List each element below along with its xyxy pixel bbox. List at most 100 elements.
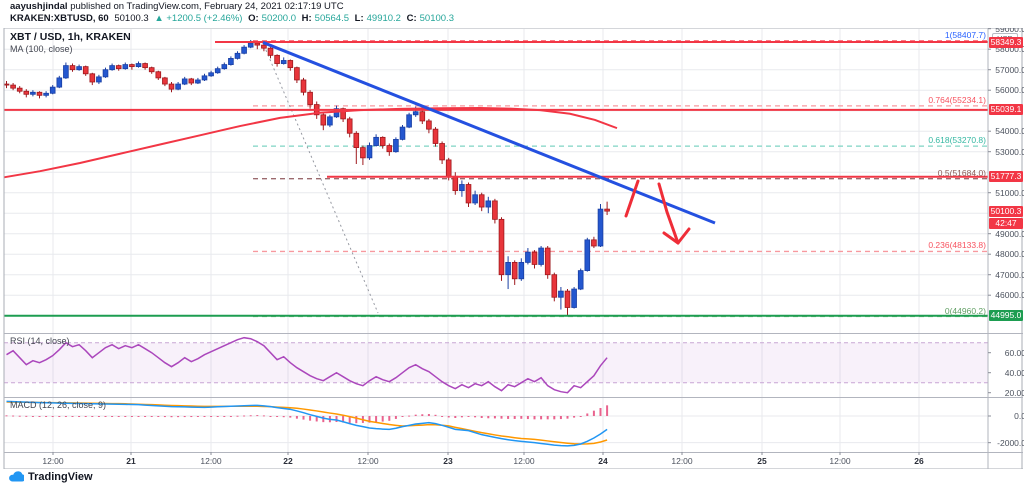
candle-body [366, 145, 373, 159]
candle-body [340, 108, 346, 120]
macd-histogram-bar [229, 415, 232, 417]
tradingview-brand-text: TradingView [28, 470, 93, 483]
high-label: H: [301, 13, 312, 24]
macd-histogram-bar [441, 416, 444, 417]
macd-histogram-bar [309, 416, 312, 421]
macd-histogram-bar [183, 416, 186, 418]
macd-histogram-bar [533, 416, 536, 420]
macd-histogram-bar [520, 416, 523, 419]
macd-histogram-bar [592, 410, 595, 416]
candle-body [201, 75, 208, 81]
candle-body [115, 65, 122, 70]
price-change: ▲ +1200.5 (+2.46%) [154, 13, 243, 24]
macd-histogram-bar [64, 416, 67, 417]
candle-body [221, 64, 228, 70]
candle-body [452, 175, 459, 192]
candle-body [472, 194, 478, 204]
arrow-head [662, 231, 680, 245]
candle-body [280, 60, 287, 64]
macd-histogram-bar [480, 416, 483, 418]
candle-body [564, 290, 571, 308]
candle-body [353, 132, 360, 148]
candle-body [188, 78, 195, 84]
macd-histogram-bar [150, 416, 153, 417]
candle-body [445, 159, 452, 177]
macd-histogram-bar [302, 416, 305, 420]
symbol-name[interactable]: KRAKEN:XBTUSD, 60 [10, 13, 109, 24]
candle-body [129, 64, 135, 68]
candle-body [175, 83, 181, 90]
macd-histogram-bar [124, 416, 127, 417]
macd-histogram-bar [45, 416, 48, 417]
candle-body [10, 84, 16, 89]
candle-body [399, 126, 406, 140]
macd-histogram-bar [163, 416, 166, 418]
chart-canvas[interactable] [0, 28, 1024, 469]
candle-body [3, 83, 10, 86]
macd-histogram-bar [203, 416, 206, 417]
candle-body [261, 44, 267, 49]
macd-histogram-bar [236, 415, 239, 417]
macd-histogram-bar [117, 416, 120, 417]
macd-histogram-bar [460, 416, 463, 418]
macd-histogram-bar [269, 416, 272, 417]
candle-body [109, 65, 115, 71]
macd-histogram-bar [31, 416, 34, 417]
macd-histogram-bar [606, 405, 609, 416]
macd-histogram-bar [78, 416, 81, 417]
macd-histogram-bar [526, 416, 529, 420]
macd-histogram-bar [467, 416, 470, 417]
candle-body [49, 86, 56, 94]
candle-body [531, 251, 538, 265]
macd-histogram-bar [137, 416, 140, 417]
macd-histogram-bar [493, 416, 496, 419]
candle-body [412, 111, 419, 116]
macd-histogram-bar [243, 415, 246, 417]
macd-histogram-bar [355, 416, 358, 424]
macd-histogram-bar [5, 415, 8, 417]
macd-histogram-bar [573, 416, 576, 418]
close-value: 50100.3 [419, 13, 454, 24]
candle-body [577, 270, 584, 290]
macd-histogram-bar [157, 416, 160, 417]
candle-body [525, 251, 531, 263]
candle-body [518, 261, 525, 280]
macd-histogram-bar [289, 416, 292, 418]
candle-body [300, 79, 307, 93]
candle-body [30, 91, 36, 95]
candle-body [459, 184, 465, 192]
macd-histogram-bar [599, 408, 602, 416]
candle-body [485, 200, 492, 208]
macd-histogram-bar [342, 416, 345, 423]
macd-histogram-bar [196, 416, 199, 417]
candle-body [511, 261, 518, 280]
macd-histogram-bar [91, 416, 94, 417]
candle-body [386, 145, 393, 153]
candle-body [241, 46, 247, 54]
macd-histogram-bar [282, 416, 285, 418]
macd-histogram-bar [394, 416, 397, 419]
tradingview-branding[interactable]: TradingView [8, 470, 93, 483]
macd-histogram-bar [375, 416, 378, 423]
candle-body [142, 63, 148, 69]
ma-100-line [3, 107, 618, 179]
macd-line [6, 400, 608, 447]
candle-body [426, 120, 432, 130]
candle-body [208, 72, 214, 77]
close-label: C: [406, 13, 417, 24]
macd-histogram-bar [540, 416, 543, 420]
macd-histogram-bar [315, 416, 318, 422]
macd-histogram-bar [51, 416, 54, 417]
candle-body [148, 67, 155, 73]
macd-histogram-bar [335, 416, 338, 422]
macd-histogram-bar [130, 416, 133, 417]
chart-area[interactable]: XBT / USD, 1h, KRAKEN MA (100, close) RS… [0, 28, 1024, 469]
macd-histogram-bar [500, 416, 503, 419]
macd-histogram-bar [144, 416, 147, 417]
candle-body [478, 194, 485, 208]
candle-body [234, 52, 241, 59]
candle-body [214, 68, 221, 74]
candle-body [419, 111, 426, 122]
publish-info: aayushjindal published on TradingView.co… [10, 1, 344, 12]
candle-body [267, 47, 274, 56]
